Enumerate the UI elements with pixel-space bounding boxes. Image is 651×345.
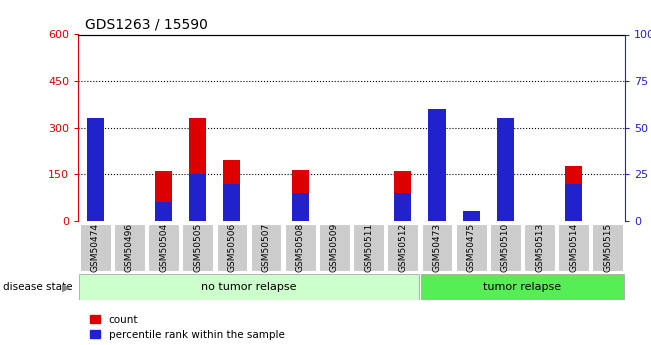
Text: GSM50515: GSM50515 [603, 223, 613, 272]
Text: GSM50508: GSM50508 [296, 223, 305, 272]
Bar [565, 167, 582, 221]
Text: GDS1263 / 15590: GDS1263 / 15590 [85, 17, 208, 31]
Bar [87, 156, 104, 221]
Bar [189, 174, 206, 221]
Bar [395, 193, 411, 221]
Bar [524, 224, 555, 271]
Bar [251, 224, 281, 271]
Bar [182, 224, 213, 271]
Text: GSM50509: GSM50509 [330, 223, 339, 272]
Text: GSM50475: GSM50475 [467, 223, 476, 272]
Text: GSM50513: GSM50513 [535, 223, 544, 272]
Bar [428, 109, 445, 221]
Bar [319, 224, 350, 271]
Text: GSM50506: GSM50506 [227, 223, 236, 272]
Text: GSM50474: GSM50474 [90, 223, 100, 272]
Text: GSM50505: GSM50505 [193, 223, 202, 272]
Text: ▶: ▶ [62, 282, 70, 292]
Bar [292, 169, 309, 221]
Bar [497, 118, 514, 221]
Bar [87, 118, 104, 221]
Bar [223, 160, 240, 221]
Bar [285, 224, 316, 271]
Bar [292, 193, 309, 221]
Bar [497, 160, 514, 221]
Bar [463, 211, 480, 221]
Text: GSM50473: GSM50473 [432, 223, 441, 272]
Text: GSM50510: GSM50510 [501, 223, 510, 272]
Bar [155, 171, 172, 221]
Text: GSM50496: GSM50496 [125, 223, 134, 272]
Text: GSM50511: GSM50511 [364, 223, 373, 272]
Text: GSM50514: GSM50514 [569, 223, 578, 272]
Bar [490, 224, 521, 271]
Bar [387, 224, 418, 271]
Bar [395, 171, 411, 221]
Bar [80, 224, 111, 271]
Bar [421, 274, 624, 300]
Bar [79, 274, 419, 300]
Text: GSM50504: GSM50504 [159, 223, 168, 272]
Bar [559, 224, 589, 271]
Bar [223, 184, 240, 221]
Bar [155, 202, 172, 221]
Text: no tumor relapse: no tumor relapse [201, 282, 297, 292]
Bar [114, 224, 145, 271]
Text: disease state: disease state [3, 282, 73, 292]
Bar [592, 224, 623, 271]
Text: GSM50512: GSM50512 [398, 223, 408, 272]
Legend: count, percentile rank within the sample: count, percentile rank within the sample [90, 315, 284, 340]
Bar [456, 224, 486, 271]
Bar [148, 224, 179, 271]
Bar [565, 184, 582, 221]
Bar [217, 224, 247, 271]
Text: tumor relapse: tumor relapse [483, 282, 562, 292]
Text: GSM50507: GSM50507 [262, 223, 271, 272]
Bar [353, 224, 384, 271]
Bar [189, 118, 206, 221]
Bar [428, 145, 445, 221]
Bar [422, 224, 452, 271]
